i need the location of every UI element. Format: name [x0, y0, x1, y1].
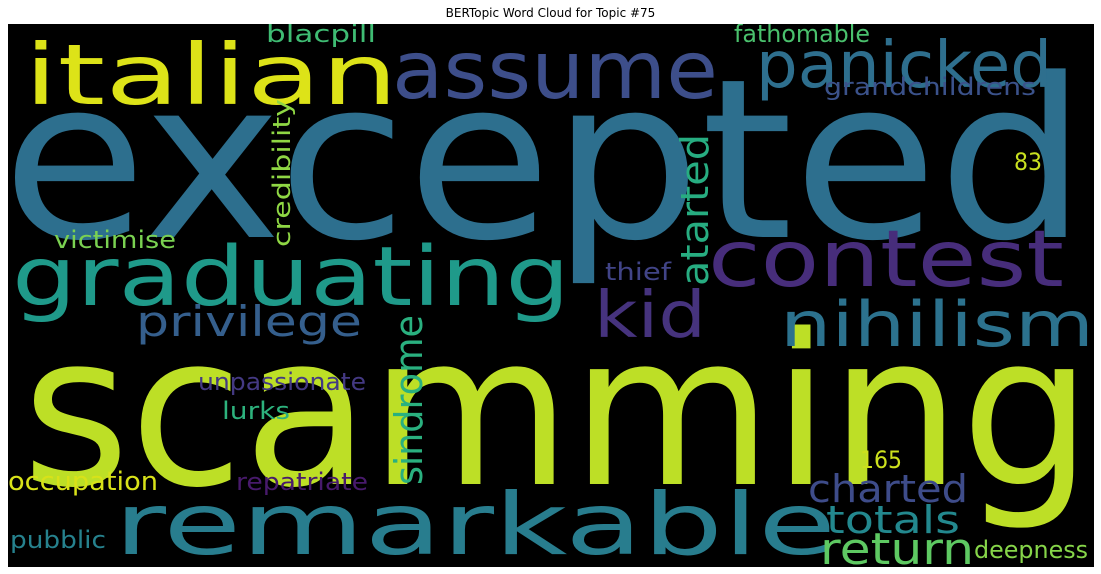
word-sindrome: sindrome	[387, 315, 431, 485]
word-charted: charted	[808, 467, 968, 511]
word-graduating: graduating	[12, 230, 570, 325]
word-excepted: excepted	[8, 32, 1087, 290]
word-grandchildrens: grandchildrens	[824, 73, 1036, 101]
word-165: 165	[860, 446, 902, 474]
word-contest: contest	[708, 215, 1064, 305]
word-credibility: credibility	[268, 99, 296, 247]
word-lurks: lurks	[222, 397, 290, 425]
word-nihilism: nihilism	[780, 288, 1094, 361]
word-italian: italian	[24, 26, 398, 124]
word-83: 83	[1014, 148, 1042, 176]
word-fathomable: fathomable	[734, 24, 870, 48]
word-thief: thief	[605, 258, 672, 286]
word-cloud-canvas: excepted scamming italian assume panicke…	[8, 24, 1094, 567]
word-occupation: occupation	[8, 467, 158, 497]
word-pubblic: pubblic	[10, 526, 106, 554]
word-unpassionate: unpassionate	[198, 368, 366, 396]
word-victimise: victimise	[54, 226, 176, 254]
word-deepness: deepness	[974, 536, 1088, 564]
word-scamming: scamming	[22, 289, 1092, 534]
word-totals: totals	[826, 498, 960, 542]
word-assume: assume	[392, 24, 718, 117]
word-remarkable: remarkable	[114, 475, 836, 567]
word-kid: kid	[594, 279, 706, 353]
word-atarted: atarted	[673, 134, 717, 286]
word-repatriate: repatriate	[236, 468, 368, 496]
word-cloud: excepted scamming italian assume panicke…	[8, 24, 1094, 567]
chart-title: BERTopic Word Cloud for Topic #75	[445, 6, 656, 20]
word-panicked: panicked	[756, 29, 1052, 103]
word-blacpill: blacpill	[266, 24, 376, 48]
word-return: return	[820, 524, 974, 567]
word-privilege: privilege	[136, 297, 362, 346]
